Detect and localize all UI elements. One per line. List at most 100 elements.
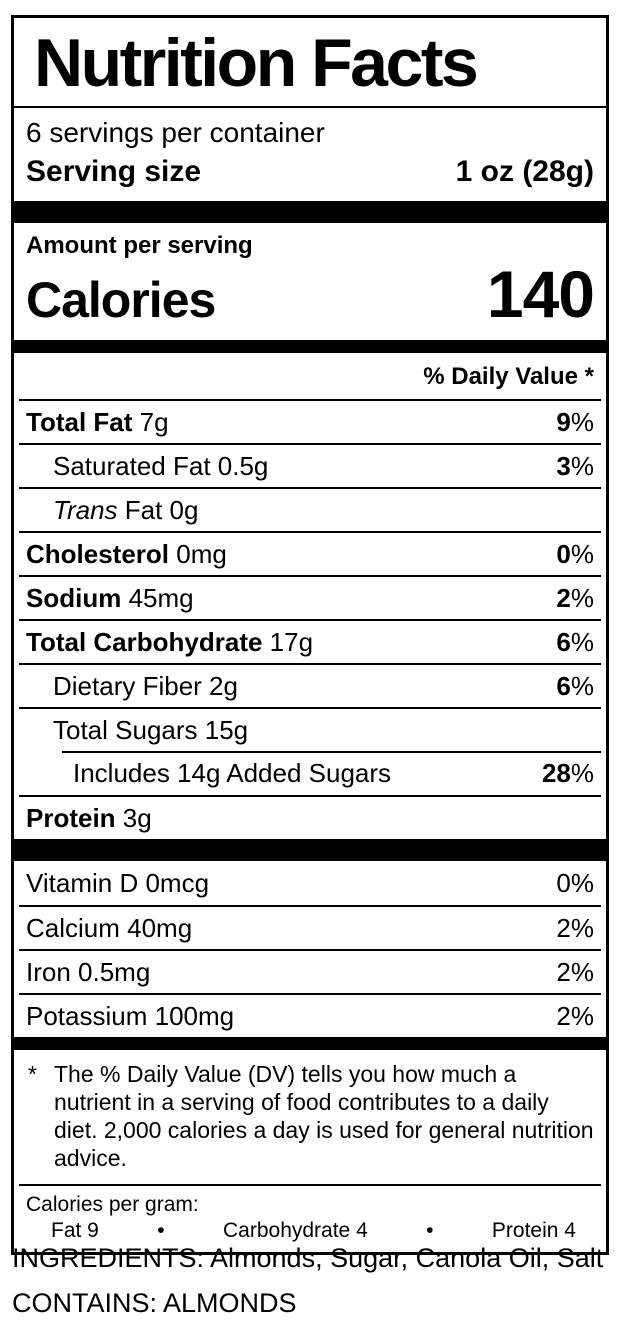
nutrient-name: Protein 3g — [26, 803, 152, 834]
nutrient-name: Cholesterol 0mg — [26, 539, 227, 570]
dv-number: 2 — [556, 582, 571, 613]
dv-percent-sign: % — [570, 582, 594, 613]
nutrient-amount: Saturated Fat 0.5g — [53, 450, 269, 481]
dv-number: 2 — [556, 912, 571, 943]
dv-number: 9 — [556, 406, 571, 437]
nutrient-amount: Fat 0g — [117, 494, 199, 525]
contains-statement: CONTAINS: ALMONDS — [12, 1288, 297, 1318]
daily-value: 2% — [556, 1001, 594, 1032]
nutrient-row-trans-fat: Trans Fat 0g — [19, 487, 601, 531]
nutrient-name: Trans Fat 0g — [26, 495, 198, 526]
dv-number: 6 — [556, 670, 571, 701]
cpg-protein: Protein 4 — [491, 1219, 576, 1242]
nutrient-row-saturated-fat: Saturated Fat 0.5g 3% — [19, 443, 601, 487]
divider-thick-protein — [14, 839, 606, 861]
amount-per-serving-label: Amount per serving — [26, 232, 253, 259]
dv-percent-sign: % — [570, 406, 594, 437]
nutrient-amount: Potassium 100mg — [26, 1000, 235, 1031]
calories-value: 140 — [486, 257, 595, 331]
dv-number: 3 — [556, 450, 571, 481]
nutrient-amount: Includes 14g Added Sugars — [73, 757, 392, 788]
nutrient-name: Sodium 45mg — [26, 583, 194, 614]
nutrient-name: Total Fat 7g — [26, 407, 169, 438]
calories-section: Amount per serving Calories 140 — [14, 223, 606, 340]
dv-number: 28 — [541, 757, 571, 788]
divider-medium-footnote — [14, 1037, 606, 1050]
nutrient-amount: Iron 0.5mg — [26, 956, 151, 987]
nutrient-italic: Trans — [53, 494, 118, 525]
dv-percent-sign: % — [570, 867, 594, 898]
nutrient-amount: Dietary Fiber 2g — [53, 670, 238, 701]
daily-value: 2% — [556, 957, 594, 988]
daily-value: 6% — [556, 671, 594, 702]
nutrient-row-total-fat: Total Fat 7g 9% — [19, 399, 601, 443]
divider-thick-top — [14, 201, 606, 223]
nutrient-name: Calcium 40mg — [26, 913, 192, 944]
daily-value: 6% — [556, 627, 594, 658]
nutrient-row-added-sugars: Includes 14g Added Sugars 28% — [19, 751, 601, 795]
calories-per-gram-heading: Calories per gram: — [26, 1193, 199, 1216]
calories-per-gram-section: Calories per gram: Fat 9 • Carbohydrate … — [19, 1184, 601, 1252]
nutrient-row-cholesterol: Cholesterol 0mg 0% — [19, 531, 601, 575]
nutrient-bold: Cholesterol — [26, 538, 170, 569]
nutrient-name: Potassium 100mg — [26, 1001, 234, 1032]
nutrient-row-protein: Protein 3g — [19, 795, 601, 839]
dv-number: 2 — [556, 956, 571, 987]
nutrient-amount: 45mg — [121, 582, 194, 613]
nutrient-name: Dietary Fiber 2g — [26, 671, 238, 702]
nutrition-facts-label: Nutrition Facts 6 servings per container… — [11, 15, 609, 1255]
servings-per-container: 6 servings per container — [26, 117, 325, 148]
nutrient-row-total-carbohydrate: Total Carbohydrate 17g 6% — [19, 619, 601, 663]
dv-number: 2 — [556, 1000, 571, 1031]
daily-value: 0% — [556, 868, 594, 899]
nutrient-table: % Daily Value * Total Fat 7g 9% Saturate… — [14, 353, 606, 839]
bullet-separator: • — [157, 1219, 165, 1242]
footnote-text: The % Daily Value (DV) tells you how muc… — [54, 1061, 594, 1171]
nutrient-name: Vitamin D 0mcg — [26, 868, 209, 899]
nutrient-amount: 3g — [115, 802, 152, 833]
nutrient-name: Total Sugars 15g — [26, 715, 248, 746]
footnote-asterisk: * — [28, 1061, 37, 1087]
nutrient-bold: Total Carbohydrate — [26, 626, 263, 657]
dv-percent-sign: % — [570, 757, 594, 788]
micronutrient-row-calcium: Calcium 40mg 2% — [19, 905, 601, 949]
cpg-fat: Fat 9 — [51, 1219, 99, 1242]
label-title: Nutrition Facts — [14, 18, 606, 108]
daily-value: 2% — [556, 913, 594, 944]
nutrient-row-total-sugars: Total Sugars 15g — [19, 707, 601, 751]
nutrient-amount: Vitamin D 0mcg — [26, 867, 210, 898]
nutrient-amount: 0mg — [169, 538, 227, 569]
micronutrient-row-vitamin-d: Vitamin D 0mcg 0% — [19, 861, 601, 905]
serving-size-label: Serving size — [26, 155, 202, 188]
calories-label: Calories — [26, 272, 216, 328]
nutrient-amount: 7g — [132, 406, 169, 437]
daily-value-footnote: * The % Daily Value (DV) tells you how m… — [14, 1050, 606, 1184]
nutrient-amount: Total Sugars 15g — [53, 714, 249, 745]
nutrient-row-sodium: Sodium 45mg 2% — [19, 575, 601, 619]
daily-value: 0% — [556, 539, 594, 570]
daily-value-header: % Daily Value * — [423, 363, 594, 390]
dv-number: 6 — [556, 626, 571, 657]
divider-medium-calories — [14, 340, 606, 353]
dv-percent-sign: % — [570, 956, 594, 987]
nutrient-name: Includes 14g Added Sugars — [26, 758, 391, 789]
daily-value: 2% — [556, 583, 594, 614]
nutrient-bold: Sodium — [26, 582, 122, 613]
nutrient-bold: Total Fat — [26, 406, 133, 437]
dv-percent-sign: % — [570, 626, 594, 657]
cpg-carbohydrate: Carbohydrate 4 — [223, 1219, 368, 1242]
daily-value: 28% — [542, 758, 594, 789]
nutrient-amount: Calcium 40mg — [26, 912, 193, 943]
dv-percent-sign: % — [570, 450, 594, 481]
dv-percent-sign: % — [570, 670, 594, 701]
micronutrient-row-potassium: Potassium 100mg 2% — [19, 993, 601, 1037]
nutrient-amount: 17g — [262, 626, 314, 657]
daily-value: 3% — [556, 451, 594, 482]
serving-info-section: 6 servings per container Serving size 1 … — [14, 108, 606, 201]
nutrient-name: Total Carbohydrate 17g — [26, 627, 313, 658]
calories-row: Calories 140 — [26, 257, 595, 331]
dv-number: 0 — [556, 538, 571, 569]
serving-size-row: Serving size 1 oz (28g) — [26, 153, 594, 191]
dv-number: 0 — [556, 867, 571, 898]
